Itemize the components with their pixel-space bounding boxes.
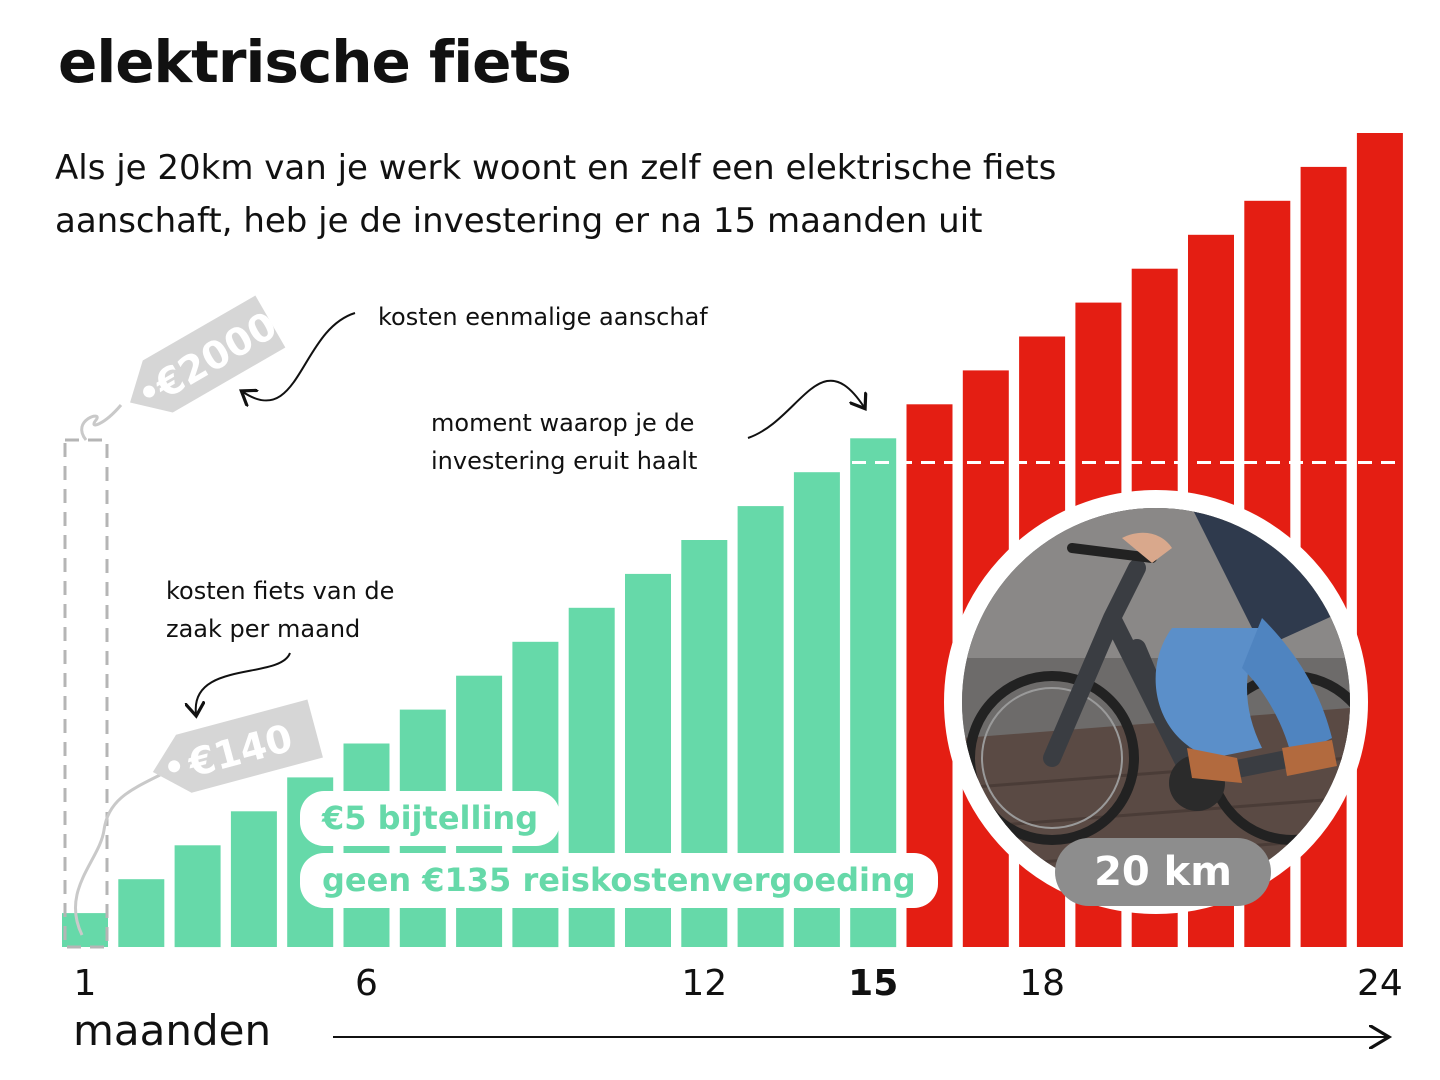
bike-illustration — [962, 508, 1350, 896]
purchase-annotation: kosten eenmalige aanschaf — [378, 298, 708, 336]
x-axis-title: maanden — [73, 1006, 272, 1055]
purchase-annotation-text: kosten eenmalige aanschaf — [378, 303, 708, 331]
tag-hole — [168, 760, 181, 773]
lease-annotation: kosten fiets van de zaak per maand — [166, 572, 394, 648]
distance-badge: 20 km — [1055, 838, 1271, 906]
x-tick-24: 24 — [1357, 963, 1403, 1004]
x-tick-12: 12 — [681, 963, 727, 1004]
bar-month-1 — [62, 913, 108, 947]
subtitle: Als je 20km van je werk woont en zelf ee… — [55, 148, 1057, 241]
breakeven-annotation: moment waarop je de investering eruit ha… — [431, 404, 697, 480]
tag-hole — [143, 385, 156, 398]
vergoeding-pill: geen €135 reiskostenvergoeding — [300, 853, 938, 908]
lease-annotation-line1: kosten fiets van de — [166, 577, 395, 605]
x-tick-1: 1 — [74, 963, 97, 1004]
price-tag-140: €140 — [74, 699, 323, 936]
breakeven-annotation-line2: investering eruit haalt — [431, 447, 698, 475]
lease-annotation-arrow — [196, 652, 291, 714]
bijtelling-pill: €5 bijtelling — [300, 791, 561, 846]
breakeven-annotation-arrow — [747, 379, 864, 439]
bar-month-4 — [230, 811, 277, 947]
tag-string — [74, 773, 161, 936]
bar-month-2 — [118, 879, 165, 947]
bar-month-24 — [1356, 133, 1403, 947]
bar-month-3 — [174, 845, 221, 948]
tag-shape — [152, 699, 323, 793]
x-axis-ticks: 1 6 12 15 18 24 — [74, 963, 1403, 1004]
lease-annotation-line2: zaak per maand — [166, 615, 361, 643]
purchase-annotation-arrow — [243, 312, 356, 401]
tag-shape — [130, 295, 286, 413]
breakeven-annotation-line1: moment waarop je de — [431, 409, 695, 437]
price-tag-2000: €2000 — [80, 295, 286, 441]
x-tick-6: 6 — [355, 963, 378, 1004]
x-tick-15: 15 — [848, 963, 898, 1004]
page-title: elektrische fiets — [58, 28, 572, 96]
tag-string — [80, 404, 123, 441]
x-tick-18: 18 — [1019, 963, 1065, 1004]
